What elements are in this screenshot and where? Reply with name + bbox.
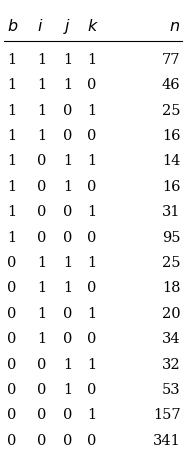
Text: 1: 1 bbox=[37, 129, 46, 143]
Text: 1: 1 bbox=[7, 129, 17, 143]
Text: 0: 0 bbox=[87, 78, 97, 92]
Text: 0: 0 bbox=[87, 281, 97, 295]
Text: 1: 1 bbox=[37, 332, 46, 346]
Text: 0: 0 bbox=[37, 180, 46, 194]
Text: 1: 1 bbox=[37, 78, 46, 92]
Text: 0: 0 bbox=[37, 154, 46, 168]
Text: 0: 0 bbox=[7, 434, 17, 448]
Text: 1: 1 bbox=[7, 231, 17, 245]
Text: 34: 34 bbox=[162, 332, 180, 346]
Text: 0: 0 bbox=[37, 358, 46, 372]
Text: 0: 0 bbox=[63, 231, 73, 245]
Text: 1: 1 bbox=[87, 409, 97, 423]
Text: 1: 1 bbox=[63, 281, 72, 295]
Text: 0: 0 bbox=[63, 103, 73, 117]
Text: 0: 0 bbox=[7, 281, 17, 295]
Text: $b$: $b$ bbox=[7, 18, 19, 35]
Text: $i$: $i$ bbox=[37, 18, 44, 35]
Text: 1: 1 bbox=[37, 307, 46, 321]
Text: 0: 0 bbox=[87, 332, 97, 346]
Text: 0: 0 bbox=[87, 383, 97, 397]
Text: 1: 1 bbox=[87, 103, 97, 117]
Text: 1: 1 bbox=[7, 103, 17, 117]
Text: 14: 14 bbox=[162, 154, 180, 168]
Text: $k$: $k$ bbox=[87, 18, 99, 35]
Text: 0: 0 bbox=[63, 409, 73, 423]
Text: 20: 20 bbox=[162, 307, 180, 321]
Text: 1: 1 bbox=[37, 53, 46, 67]
Text: 0: 0 bbox=[7, 332, 17, 346]
Text: 1: 1 bbox=[37, 103, 46, 117]
Text: 341: 341 bbox=[153, 434, 180, 448]
Text: 0: 0 bbox=[63, 307, 73, 321]
Text: 1: 1 bbox=[7, 180, 17, 194]
Text: 0: 0 bbox=[63, 434, 73, 448]
Text: 46: 46 bbox=[162, 78, 180, 92]
Text: 1: 1 bbox=[87, 358, 97, 372]
Text: 53: 53 bbox=[162, 383, 180, 397]
Text: 16: 16 bbox=[162, 180, 180, 194]
Text: 1: 1 bbox=[37, 256, 46, 270]
Text: 1: 1 bbox=[7, 205, 17, 219]
Text: 0: 0 bbox=[37, 383, 46, 397]
Text: 1: 1 bbox=[63, 383, 72, 397]
Text: 1: 1 bbox=[63, 154, 72, 168]
Text: 1: 1 bbox=[7, 154, 17, 168]
Text: $j$: $j$ bbox=[63, 17, 71, 36]
Text: $n$: $n$ bbox=[169, 18, 180, 35]
Text: 1: 1 bbox=[87, 307, 97, 321]
Text: 1: 1 bbox=[63, 180, 72, 194]
Text: 0: 0 bbox=[37, 409, 46, 423]
Text: 0: 0 bbox=[63, 205, 73, 219]
Text: 0: 0 bbox=[37, 434, 46, 448]
Text: 77: 77 bbox=[162, 53, 180, 67]
Text: 1: 1 bbox=[87, 205, 97, 219]
Text: 0: 0 bbox=[87, 231, 97, 245]
Text: 0: 0 bbox=[37, 205, 46, 219]
Text: 1: 1 bbox=[7, 53, 17, 67]
Text: 1: 1 bbox=[63, 78, 72, 92]
Text: 16: 16 bbox=[162, 129, 180, 143]
Text: 0: 0 bbox=[87, 434, 97, 448]
Text: 0: 0 bbox=[87, 129, 97, 143]
Text: 0: 0 bbox=[7, 383, 17, 397]
Text: 0: 0 bbox=[7, 409, 17, 423]
Text: 32: 32 bbox=[162, 358, 180, 372]
Text: 0: 0 bbox=[63, 129, 73, 143]
Text: 0: 0 bbox=[7, 307, 17, 321]
Text: 1: 1 bbox=[87, 53, 97, 67]
Text: 1: 1 bbox=[63, 53, 72, 67]
Text: 1: 1 bbox=[87, 256, 97, 270]
Text: 25: 25 bbox=[162, 256, 180, 270]
Text: 0: 0 bbox=[37, 231, 46, 245]
Text: 0: 0 bbox=[7, 358, 17, 372]
Text: 0: 0 bbox=[87, 180, 97, 194]
Text: 31: 31 bbox=[162, 205, 180, 219]
Text: 157: 157 bbox=[153, 409, 180, 423]
Text: 1: 1 bbox=[63, 256, 72, 270]
Text: 1: 1 bbox=[87, 154, 97, 168]
Text: 95: 95 bbox=[162, 231, 180, 245]
Text: 0: 0 bbox=[7, 256, 17, 270]
Text: 25: 25 bbox=[162, 103, 180, 117]
Text: 1: 1 bbox=[63, 358, 72, 372]
Text: 0: 0 bbox=[63, 332, 73, 346]
Text: 18: 18 bbox=[162, 281, 180, 295]
Text: 1: 1 bbox=[37, 281, 46, 295]
Text: 1: 1 bbox=[7, 78, 17, 92]
